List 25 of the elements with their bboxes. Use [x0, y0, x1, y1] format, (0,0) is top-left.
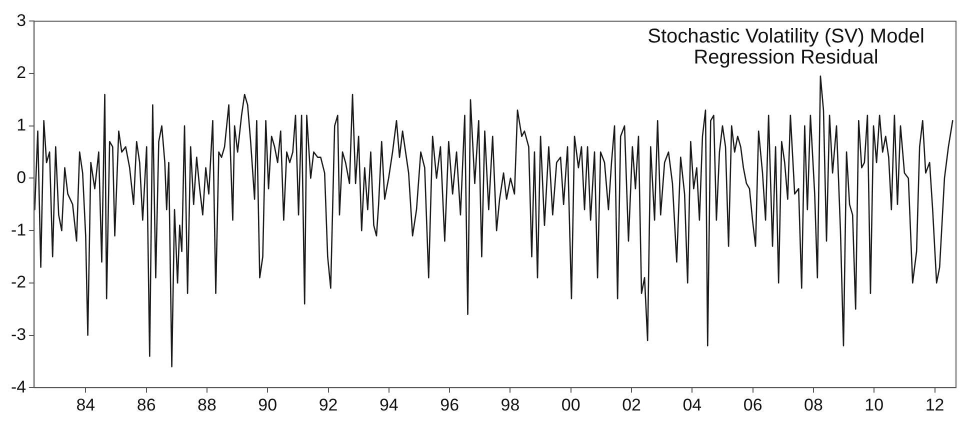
x-tick-label: 84	[76, 395, 96, 414]
y-tick-label: 1	[16, 116, 26, 135]
x-tick-label: 88	[198, 395, 216, 414]
y-tick-label: -3	[10, 324, 26, 344]
y-tick-label: 2	[16, 63, 26, 82]
x-tick-label: 92	[318, 395, 338, 414]
y-tick-label: -2	[10, 272, 26, 292]
x-tick-label: 06	[743, 395, 762, 414]
annotation: Stochastic Volatility (SV) Model	[648, 26, 924, 48]
x-tick-label: 12	[925, 395, 944, 414]
y-tick-label: -4	[10, 377, 26, 396]
x-tick-label: 02	[622, 395, 641, 414]
x-tick-label: 86	[136, 395, 156, 414]
x-tick-label: 08	[804, 395, 823, 414]
x-tick-label: 98	[500, 395, 520, 414]
x-tick-label: 00	[561, 395, 580, 414]
y-tick-label: 3	[16, 10, 26, 30]
x-tick-label: 96	[440, 395, 460, 414]
x-tick-label: 04	[682, 395, 702, 414]
y-tick-label: -1	[10, 220, 26, 240]
x-tick-label: 90	[258, 395, 278, 414]
annotation: Regression Residual	[694, 46, 878, 69]
x-tick-label: 94	[379, 395, 398, 414]
x-tick-label: 10	[864, 395, 884, 414]
y-tick-label: 0	[16, 168, 26, 187]
